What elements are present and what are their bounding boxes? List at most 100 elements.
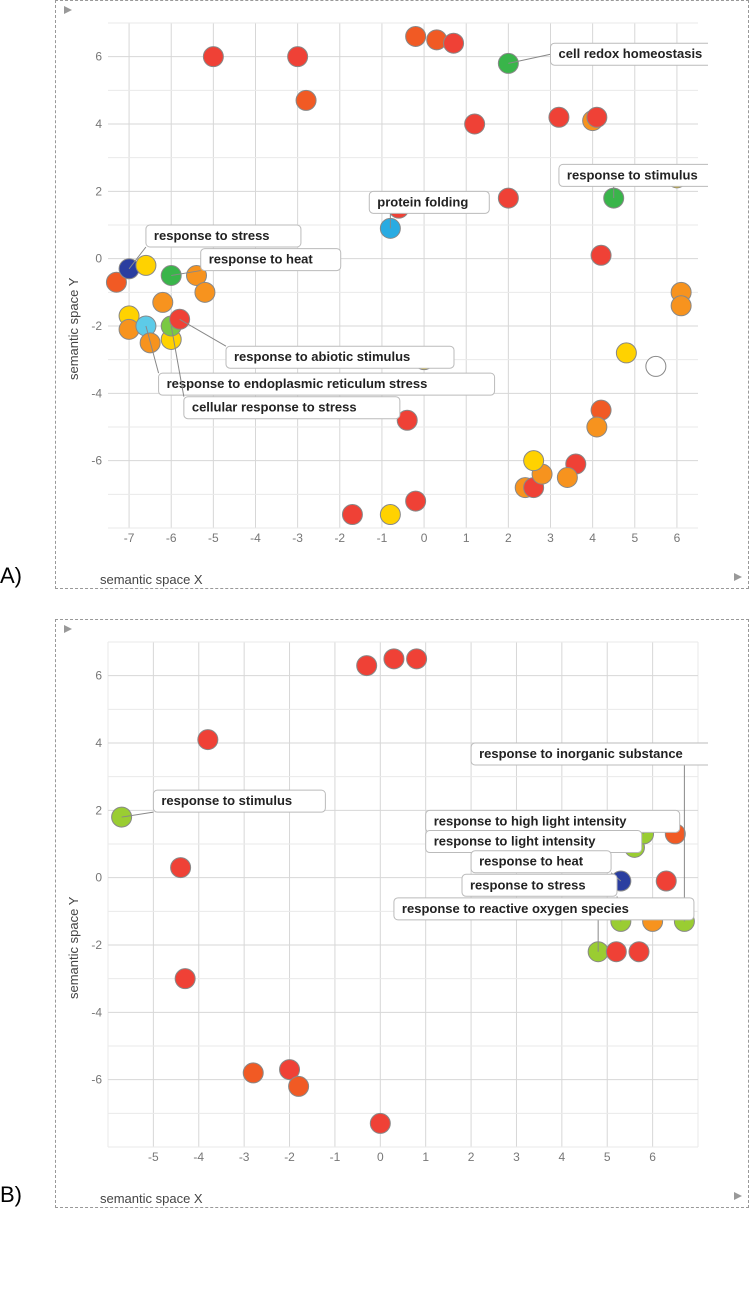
svg-text:6: 6: [674, 531, 681, 545]
data-point: [136, 255, 156, 275]
svg-text:6: 6: [95, 50, 102, 64]
svg-text:4: 4: [95, 117, 102, 131]
svg-text:1: 1: [463, 531, 470, 545]
data-point: [524, 451, 544, 471]
scatter-plot: -7 -6 -5 -4 -3 -2 -1 0 1 2 3 4 5 6 -6 -4 -2 0 2 4 6 cell redo…: [68, 13, 708, 553]
data-point: [557, 468, 577, 488]
svg-text:2: 2: [505, 531, 512, 545]
svg-text:-6: -6: [91, 454, 102, 468]
svg-text:4: 4: [559, 1150, 566, 1164]
svg-text:-6: -6: [91, 1073, 102, 1087]
callout-label: response to heat: [209, 252, 314, 267]
data-point: [646, 356, 666, 376]
callout-label: response to endoplasmic reticulum stress: [167, 376, 428, 391]
data-point: [288, 47, 308, 67]
svg-text:-1: -1: [330, 1150, 341, 1164]
svg-text:-2: -2: [284, 1150, 295, 1164]
scatter-plot: -5-4-3-2-10123456-6-4-20246response to s…: [68, 632, 708, 1172]
svg-text:-4: -4: [91, 1005, 102, 1019]
x-axis-label: semantic space X: [60, 1191, 203, 1206]
svg-text:-2: -2: [91, 319, 102, 333]
data-point: [342, 505, 362, 525]
callout-label: response to high light intensity: [434, 813, 628, 828]
arrow-icon: [732, 1189, 744, 1207]
data-point: [153, 292, 173, 312]
svg-text:4: 4: [589, 531, 596, 545]
svg-text:2: 2: [95, 184, 102, 198]
svg-text:-3: -3: [292, 531, 303, 545]
panel-letter: B): [0, 1182, 22, 1208]
callout-label: response to heat: [479, 854, 584, 869]
data-point: [549, 107, 569, 127]
callout-label: response to stimulus: [161, 793, 292, 808]
svg-text:6: 6: [95, 669, 102, 683]
data-point: [407, 649, 427, 669]
svg-text:2: 2: [95, 803, 102, 817]
callout-label: protein folding: [377, 194, 468, 209]
data-point: [587, 107, 607, 127]
svg-text:1: 1: [422, 1150, 429, 1164]
svg-text:-1: -1: [377, 531, 388, 545]
svg-text:5: 5: [631, 531, 638, 545]
chart-panel: B)semantic space Y-5-4-3-2-10123456-6-4-…: [55, 619, 749, 1208]
svg-text:3: 3: [547, 531, 554, 545]
data-point: [243, 1063, 263, 1083]
callout-label: response to stimulus: [567, 167, 698, 182]
svg-text:-6: -6: [166, 531, 177, 545]
svg-text:6: 6: [649, 1150, 656, 1164]
data-point: [289, 1076, 309, 1096]
data-point: [198, 730, 218, 750]
y-axis-label: semantic space Y: [66, 897, 81, 999]
svg-text:0: 0: [377, 1150, 384, 1164]
y-axis-label: semantic space Y: [66, 278, 81, 380]
data-point: [170, 309, 190, 329]
svg-text:-2: -2: [334, 531, 345, 545]
svg-text:-4: -4: [91, 386, 102, 400]
svg-text:-4: -4: [250, 531, 261, 545]
svg-text:-7: -7: [124, 531, 135, 545]
svg-text:0: 0: [95, 252, 102, 266]
svg-text:4: 4: [95, 736, 102, 750]
svg-text:-5: -5: [148, 1150, 159, 1164]
x-axis-label: semantic space X: [60, 572, 203, 587]
svg-text:0: 0: [421, 531, 428, 545]
data-point: [195, 282, 215, 302]
data-point: [296, 90, 316, 110]
svg-text:0: 0: [95, 871, 102, 885]
data-point: [406, 26, 426, 46]
callout-label: response to abiotic stimulus: [234, 349, 410, 364]
data-point: [380, 505, 400, 525]
arrow-icon: [732, 570, 744, 588]
data-point: [384, 649, 404, 669]
svg-text:-5: -5: [208, 531, 219, 545]
data-point: [357, 656, 377, 676]
svg-text:-3: -3: [239, 1150, 250, 1164]
data-point: [606, 942, 626, 962]
data-point: [370, 1113, 390, 1133]
data-point: [406, 491, 426, 511]
panel-letter: A): [0, 563, 22, 589]
callout-label: cellular response to stress: [192, 400, 357, 415]
data-point: [591, 245, 611, 265]
svg-text:5: 5: [604, 1150, 611, 1164]
data-point: [444, 33, 464, 53]
data-point: [203, 47, 223, 67]
data-point: [465, 114, 485, 134]
data-point: [587, 417, 607, 437]
svg-text:-2: -2: [91, 938, 102, 952]
callout-label: response to stress: [154, 228, 270, 243]
data-point: [629, 942, 649, 962]
callout-label: response to inorganic substance: [479, 746, 683, 761]
svg-text:3: 3: [513, 1150, 520, 1164]
data-point: [671, 296, 691, 316]
data-point: [175, 969, 195, 989]
chart-panel: A)semantic space Y-7-6-5-4-3-2-10123456-…: [55, 0, 749, 589]
callout-label: response to reactive oxygen species: [402, 901, 629, 916]
data-point: [616, 343, 636, 363]
data-point: [656, 871, 676, 891]
callout-label: response to stress: [470, 877, 586, 892]
callout-label: response to light intensity: [434, 834, 597, 849]
svg-text:-4: -4: [193, 1150, 204, 1164]
data-point: [498, 188, 518, 208]
callout-label: cell redox homeostasis: [559, 46, 703, 61]
